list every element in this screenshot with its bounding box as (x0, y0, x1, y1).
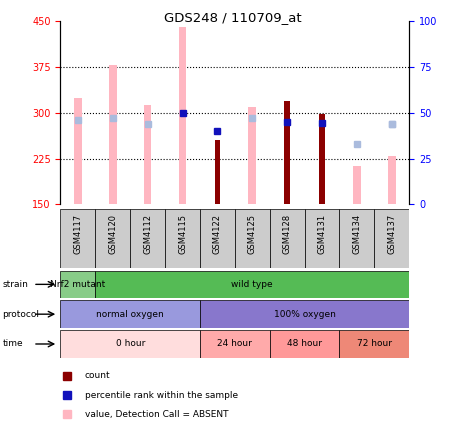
Bar (200, 330, 270, 358)
Bar (60, 209, 95, 268)
Text: value, Detection Call = ABSENT: value, Detection Call = ABSENT (85, 410, 228, 419)
Text: time: time (2, 340, 23, 348)
Text: 24 hour: 24 hour (218, 340, 252, 348)
Text: 0 hour: 0 hour (115, 340, 145, 348)
Text: count: count (85, 371, 111, 380)
Bar (165, 209, 200, 268)
Bar (74, 98, 82, 204)
Text: GSM4137: GSM4137 (387, 213, 396, 254)
Bar (270, 209, 305, 268)
Text: GSM4122: GSM4122 (213, 213, 222, 253)
Text: strain: strain (2, 280, 28, 289)
Text: percentile rank within the sample: percentile rank within the sample (85, 391, 238, 400)
Bar (374, 209, 409, 268)
Text: wild type: wild type (232, 280, 273, 289)
Bar (270, 330, 339, 358)
Text: GSM4134: GSM4134 (352, 213, 361, 253)
Bar (215, 141, 220, 204)
Text: GSM4117: GSM4117 (73, 213, 82, 253)
Text: GSM4128: GSM4128 (283, 213, 292, 253)
Bar (60, 271, 95, 298)
Text: normal oxygen: normal oxygen (96, 310, 164, 319)
Text: GDS248 / 110709_at: GDS248 / 110709_at (164, 11, 301, 24)
Text: 72 hour: 72 hour (357, 340, 392, 348)
Bar (339, 330, 409, 358)
Bar (95, 209, 130, 268)
Text: GSM4112: GSM4112 (143, 213, 152, 253)
Text: GSM4131: GSM4131 (318, 213, 326, 253)
Bar (285, 101, 290, 204)
Bar (388, 155, 396, 204)
Text: protocol: protocol (2, 310, 40, 319)
Bar (60, 300, 200, 328)
Bar (179, 27, 186, 204)
Text: 100% oxygen: 100% oxygen (273, 310, 336, 319)
Bar (353, 166, 361, 204)
Bar (109, 65, 117, 204)
Bar (60, 330, 200, 358)
Bar (144, 105, 152, 204)
Bar (200, 300, 409, 328)
Bar (235, 209, 270, 268)
Text: GSM4120: GSM4120 (108, 213, 117, 253)
Bar (130, 209, 165, 268)
Text: Nrf2 mutant: Nrf2 mutant (50, 280, 106, 289)
Bar (305, 209, 339, 268)
Bar (319, 114, 325, 204)
Text: GSM4125: GSM4125 (248, 213, 257, 253)
Bar (339, 209, 374, 268)
Bar (200, 209, 235, 268)
Text: GSM4115: GSM4115 (178, 213, 187, 253)
Text: 48 hour: 48 hour (287, 340, 322, 348)
Bar (248, 107, 256, 204)
